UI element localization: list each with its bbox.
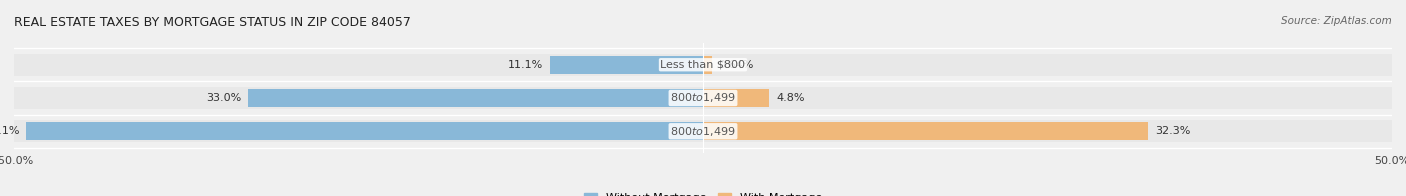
Bar: [703, 120, 1392, 142]
Bar: [14, 120, 703, 142]
Bar: [14, 87, 703, 109]
Text: 0.64%: 0.64%: [718, 60, 754, 70]
Text: $800 to $1,499: $800 to $1,499: [671, 92, 735, 104]
Bar: [703, 89, 769, 107]
Bar: [550, 56, 703, 74]
Bar: [14, 54, 703, 76]
Text: $800 to $1,499: $800 to $1,499: [671, 125, 735, 138]
Text: REAL ESTATE TAXES BY MORTGAGE STATUS IN ZIP CODE 84057: REAL ESTATE TAXES BY MORTGAGE STATUS IN …: [14, 16, 411, 29]
Legend: Without Mortgage, With Mortgage: Without Mortgage, With Mortgage: [579, 189, 827, 196]
Text: 33.0%: 33.0%: [207, 93, 242, 103]
Bar: [27, 122, 703, 140]
Bar: [703, 56, 711, 74]
Bar: [703, 87, 1392, 109]
Text: Source: ZipAtlas.com: Source: ZipAtlas.com: [1281, 16, 1392, 26]
Text: 11.1%: 11.1%: [508, 60, 543, 70]
Bar: [703, 54, 1392, 76]
Text: 49.1%: 49.1%: [0, 126, 20, 136]
Bar: [249, 89, 703, 107]
Text: 32.3%: 32.3%: [1154, 126, 1191, 136]
Text: 4.8%: 4.8%: [776, 93, 804, 103]
Bar: [703, 122, 1149, 140]
Text: Less than $800: Less than $800: [661, 60, 745, 70]
